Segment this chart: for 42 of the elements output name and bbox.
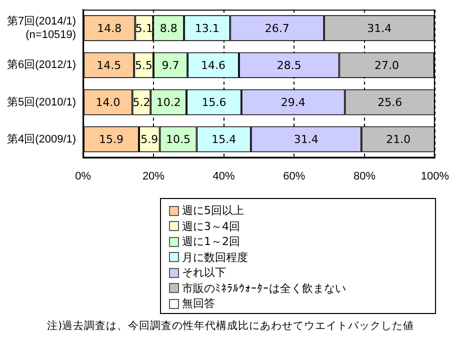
data-label: 26.7 (264, 22, 290, 35)
data-label: 5.5 (135, 59, 153, 72)
data-label: 27.0 (374, 59, 399, 72)
data-label: 14.6 (201, 59, 226, 72)
y-tick-label: 第4回(2009/1) (6, 133, 76, 146)
legend-label: 週に5回以上 (181, 203, 245, 218)
data-label: 15.6 (202, 96, 226, 110)
data-label: 13.1 (194, 22, 220, 35)
data-label: 15.4 (212, 133, 236, 146)
x-tick-label: 40% (212, 170, 236, 182)
legend-label: 市販のﾐﾈﾗﾙｳｫｰﾀｰは全く飲まない (181, 280, 347, 296)
data-label: 5.2 (132, 96, 150, 110)
x-tick-label: 80% (354, 170, 376, 182)
x-tick-label: 0% (75, 170, 92, 182)
data-label: 10.5 (166, 133, 191, 146)
legend-label: 週に1～2回 (181, 234, 241, 250)
x-tick-label: 100% (420, 170, 450, 182)
data-label: 14.5 (96, 59, 122, 72)
data-label: 5.1 (135, 22, 153, 35)
data-label: 14.8 (97, 22, 122, 35)
legend-label: 週に3～4回 (181, 218, 241, 234)
data-label: 21.0 (386, 133, 411, 146)
y-tick-label: 第6回(2012/1) (6, 59, 76, 72)
data-label: 9.7 (162, 59, 180, 72)
data-label: 14.0 (96, 96, 120, 110)
data-label: 31.4 (294, 133, 318, 146)
data-label: 29.4 (280, 96, 306, 110)
data-label: 28.5 (276, 59, 302, 72)
data-label: 31.4 (367, 22, 392, 35)
x-tick-label: 20% (142, 170, 165, 182)
legend-label: 無回答 (181, 296, 216, 312)
text: 注)過去調査は、今回調査の性年代構成比にあわせてウエイトバックした値 (46, 319, 416, 333)
data-label: 8.8 (160, 22, 178, 35)
y-tick-label: 第7回(2014/1) (n=10519) (6, 16, 76, 41)
data-label: 5.9 (140, 133, 158, 146)
data-label: 25.6 (378, 96, 402, 110)
legend-label: それ以下 (181, 265, 227, 280)
legend-label: 月に数回程度 (181, 250, 249, 265)
x-tick-label: 60% (283, 170, 306, 182)
data-label: 10.2 (156, 96, 181, 110)
data-label: 15.9 (99, 133, 124, 146)
y-tick-label: 第5回(2010/1) (6, 96, 76, 108)
